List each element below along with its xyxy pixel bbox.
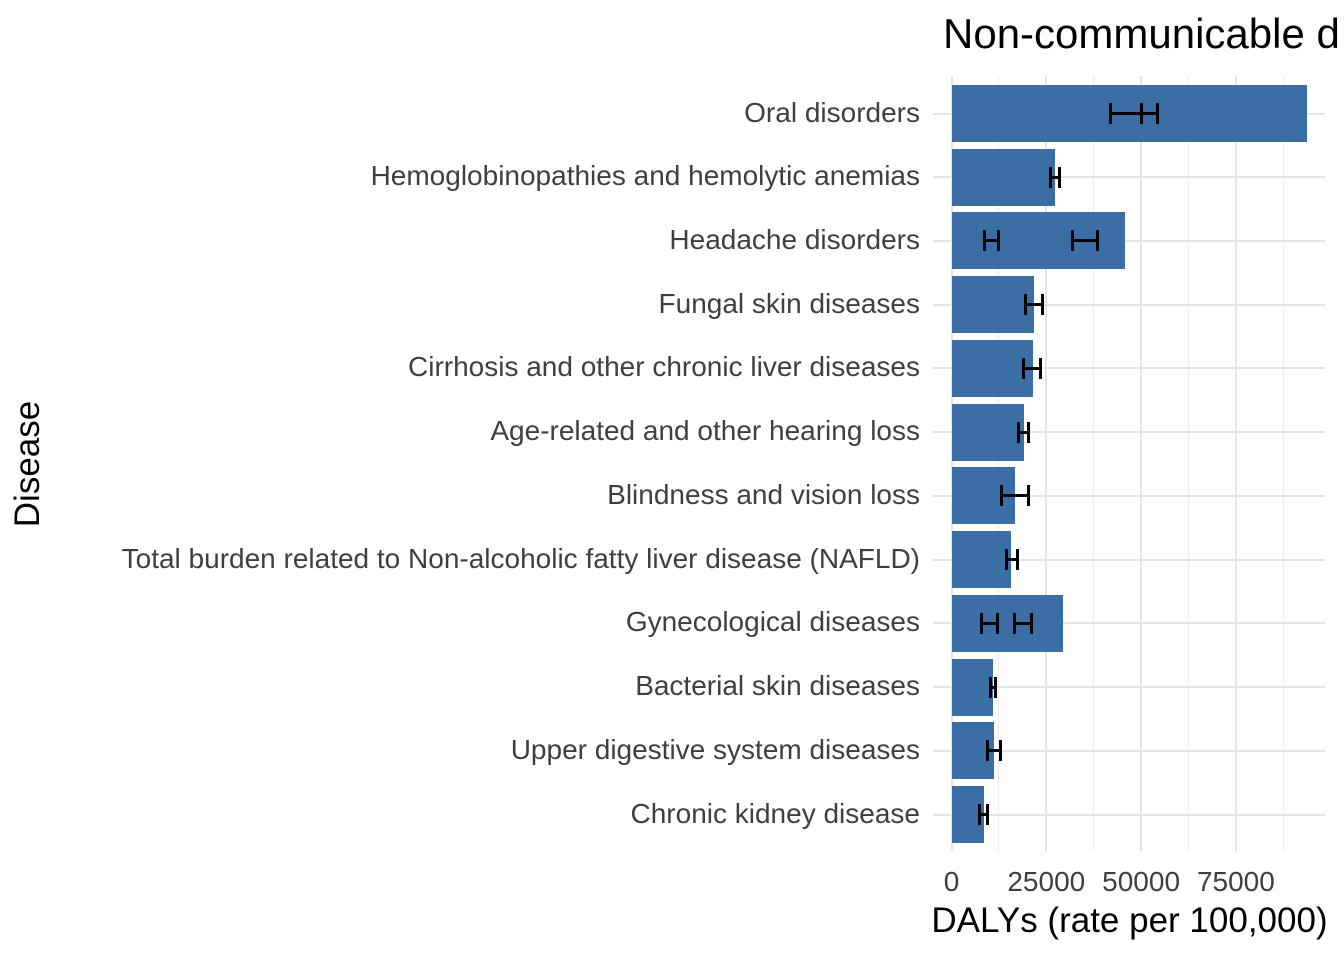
error-bar-line bbox=[1006, 558, 1018, 562]
bar bbox=[951, 339, 1034, 397]
error-bar-cap bbox=[999, 485, 1003, 507]
x-tick-label: 50000 bbox=[1102, 866, 1181, 897]
error-bar-line bbox=[1014, 621, 1032, 625]
y-tick-label: Bacterial skin diseases bbox=[635, 670, 920, 702]
error-bar-cap bbox=[1139, 103, 1143, 124]
error-bar-cap bbox=[1027, 421, 1031, 443]
bar bbox=[951, 594, 1063, 652]
y-tick-label: Chronic kidney disease bbox=[630, 797, 921, 829]
error-bar-cap bbox=[995, 612, 999, 634]
error-bar-cap bbox=[1017, 421, 1021, 443]
error-bar-cap bbox=[1041, 294, 1045, 316]
error-bar-cap bbox=[1022, 357, 1026, 379]
error-bar-cap bbox=[1039, 357, 1043, 379]
row-gridline bbox=[933, 239, 1325, 242]
major-gridline bbox=[1234, 76, 1237, 851]
error-bar-line bbox=[1025, 303, 1043, 307]
error-bar-line bbox=[1050, 175, 1060, 179]
bar bbox=[951, 276, 1035, 334]
error-bar-line bbox=[1141, 112, 1158, 115]
y-tick-label: Gynecological diseases bbox=[625, 606, 920, 638]
error-bar-cap bbox=[1027, 485, 1031, 507]
error-bar-line bbox=[1023, 366, 1041, 370]
error-bar-cap bbox=[1005, 549, 1009, 571]
error-bar-line bbox=[1072, 239, 1098, 243]
error-bar-line bbox=[979, 813, 988, 817]
minor-gridline bbox=[1093, 76, 1095, 851]
y-tick-label: Hemoglobinopathies and hemolytic anemias bbox=[370, 160, 920, 192]
error-bar-cap bbox=[994, 676, 998, 698]
error-bar-cap bbox=[1071, 230, 1075, 252]
x-tick-label: 0 bbox=[943, 866, 960, 897]
y-tick-label: Blindness and vision loss bbox=[607, 478, 920, 510]
row-gridline bbox=[933, 558, 1325, 561]
row-gridline bbox=[933, 494, 1325, 497]
y-tick-label: Oral disorders bbox=[744, 96, 920, 128]
error-bar-cap bbox=[985, 804, 989, 826]
bar bbox=[951, 531, 1012, 589]
major-gridline bbox=[950, 76, 953, 851]
error-bar-cap bbox=[1023, 294, 1027, 316]
error-bar-line bbox=[981, 621, 997, 625]
row-gridline bbox=[933, 749, 1325, 752]
error-bar-line bbox=[1110, 112, 1158, 115]
error-bar-line bbox=[1001, 494, 1029, 498]
bar bbox=[951, 403, 1024, 461]
error-bar-cap bbox=[977, 804, 981, 826]
y-tick-label: Cirrhosis and other chronic liver diseas… bbox=[408, 351, 920, 383]
y-tick-label: Fungal skin diseases bbox=[658, 287, 920, 319]
row-gridline bbox=[933, 367, 1325, 370]
error-bar-line bbox=[990, 685, 996, 689]
error-bar-line bbox=[984, 239, 999, 243]
error-bar-cap bbox=[989, 676, 993, 698]
row-gridline bbox=[933, 686, 1325, 689]
error-bar-cap bbox=[1058, 166, 1062, 188]
error-bar-line bbox=[987, 749, 1001, 753]
error-bar-cap bbox=[1108, 103, 1112, 124]
row-gridline bbox=[933, 176, 1325, 179]
minor-gridline bbox=[998, 76, 1000, 851]
major-gridline bbox=[1045, 76, 1048, 851]
minor-gridline bbox=[1188, 76, 1189, 851]
x-tick-label: 25000 bbox=[1007, 866, 1086, 897]
error-bar-cap bbox=[1155, 103, 1159, 124]
error-bar-cap bbox=[997, 230, 1001, 252]
y-tick-label: Headache disorders bbox=[669, 223, 920, 255]
error-bar-cap bbox=[1016, 549, 1020, 571]
error-bar-cap bbox=[986, 740, 990, 762]
y-tick-label: Age-related and other hearing loss bbox=[490, 415, 920, 447]
error-bar-cap bbox=[979, 612, 983, 634]
bar bbox=[951, 212, 1125, 270]
error-bar-cap bbox=[1013, 612, 1017, 634]
y-tick-label: Upper digestive system diseases bbox=[510, 733, 920, 765]
error-bar-cap bbox=[998, 740, 1002, 762]
minor-gridline bbox=[1282, 76, 1284, 851]
error-bar-cap bbox=[1030, 612, 1034, 634]
row-gridline bbox=[933, 622, 1325, 625]
error-bar-line bbox=[1018, 430, 1029, 434]
error-bar-cap bbox=[1095, 230, 1099, 252]
chart-title: Non-communicable d bbox=[943, 10, 1340, 57]
bar bbox=[951, 148, 1056, 206]
row-gridline bbox=[933, 431, 1325, 434]
x-tick-label: 75000 bbox=[1196, 866, 1275, 897]
x-axis-title: DALYs (rate per 100,000) bbox=[931, 901, 1328, 940]
bar bbox=[951, 658, 993, 716]
error-bar-cap bbox=[1048, 166, 1052, 188]
y-tick-label: Total burden related to Non-alcoholic fa… bbox=[121, 542, 920, 574]
row-gridline bbox=[933, 303, 1325, 306]
major-gridline bbox=[1140, 76, 1143, 851]
error-bar-cap bbox=[983, 230, 987, 252]
row-gridline bbox=[933, 813, 1325, 816]
